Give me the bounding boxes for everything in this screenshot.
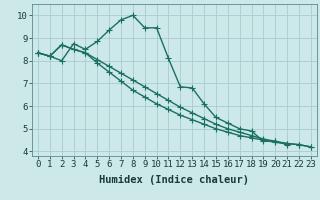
X-axis label: Humidex (Indice chaleur): Humidex (Indice chaleur) — [100, 175, 249, 185]
